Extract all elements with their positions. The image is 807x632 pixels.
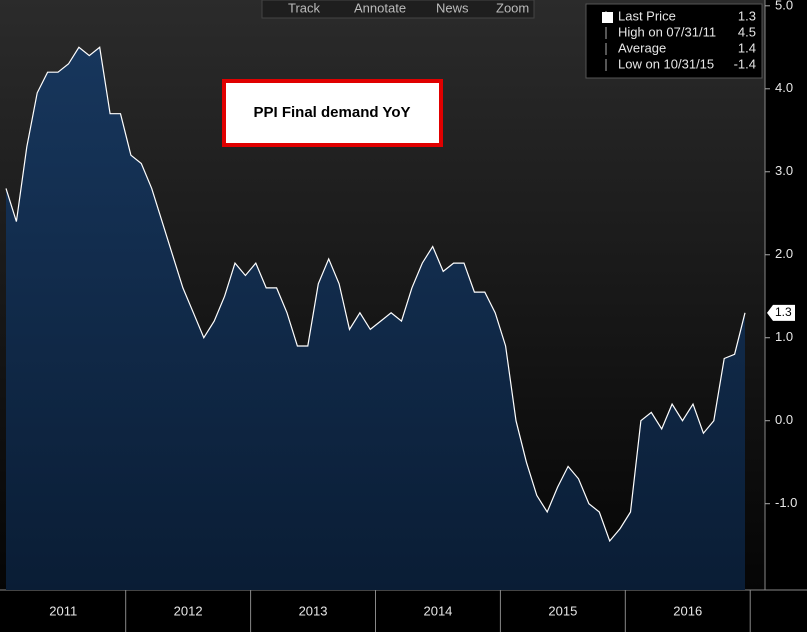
- legend-name: High on 07/31/11: [618, 24, 716, 39]
- chart-title: PPI Final demand YoY: [254, 104, 411, 121]
- x-tick-label: 2013: [299, 603, 328, 618]
- toolbar-button[interactable]: Track: [288, 0, 321, 15]
- toolbar: Track Annotate News Zoom: [261, 0, 535, 19]
- y-tick-label: 3.0: [775, 163, 793, 178]
- x-tick-label: 2014: [423, 603, 452, 618]
- legend-name: Last Price: [618, 8, 676, 23]
- legend-swatch: [602, 12, 613, 23]
- legend-box: [585, 3, 763, 79]
- area: [6, 47, 745, 591]
- legend-value: 1.4: [738, 40, 756, 55]
- legend-name: Average: [618, 40, 666, 55]
- x-axis-band: [0, 590, 807, 632]
- legend-value: 4.5: [738, 24, 756, 39]
- legend-value: -1.4: [734, 56, 756, 71]
- y-tick-label: -1.0: [775, 495, 797, 510]
- y-tick-label: 1.0: [775, 329, 793, 344]
- legend-name: Low on 10/31/15: [618, 56, 714, 71]
- x-tick-label: 2011: [49, 603, 77, 618]
- toolbar-bg: [261, 0, 535, 19]
- y-tick-label: 5.0: [775, 0, 793, 12]
- y-tick-label: 2.0: [775, 246, 793, 261]
- line: [5, 46, 746, 543]
- toolbar-button[interactable]: Annotate: [354, 0, 406, 15]
- last-price-label: 1.3: [775, 305, 792, 319]
- y-tick-label: 4.0: [775, 80, 793, 95]
- legend-value: 1.3: [738, 8, 756, 23]
- x-tick-label: 2016: [673, 603, 702, 618]
- toolbar-button[interactable]: Zoom: [496, 0, 529, 15]
- last-price-marker: [767, 304, 795, 321]
- toolbar-button[interactable]: News: [436, 0, 469, 15]
- title-box: [222, 79, 443, 147]
- x-tick-label: 2012: [174, 603, 203, 618]
- y-tick-label: 0.0: [775, 412, 793, 427]
- x-tick-label: 2015: [548, 603, 577, 618]
